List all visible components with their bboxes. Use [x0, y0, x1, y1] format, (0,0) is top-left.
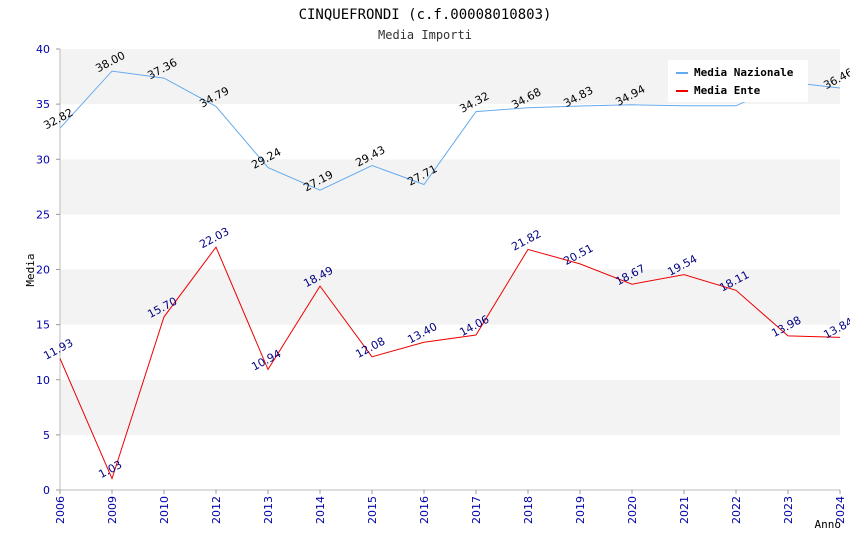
- legend-label-ente: Media Ente: [694, 84, 761, 97]
- y-tick-label: 30: [36, 153, 50, 166]
- x-tick-label: 2022: [730, 496, 743, 524]
- y-tick-label: 5: [43, 429, 50, 442]
- x-axis-ticks: 2006 2009 2010 2012 2013 2014 2015 2016 2017 2018…: [54, 490, 847, 524]
- y-axis-ticks: 0 5 10 15 20 25 30 35 40: [36, 43, 60, 497]
- y-tick-label: 20: [36, 264, 50, 277]
- x-tick-label: 2020: [626, 496, 639, 524]
- grid-band: [60, 269, 840, 325]
- y-tick-label: 35: [36, 98, 50, 111]
- y-tick-label: 15: [36, 319, 50, 332]
- series-lines: [59, 70, 841, 481]
- grid-band: [60, 379, 840, 435]
- x-tick-label: 2013: [262, 496, 275, 524]
- x-tick-label: 2014: [314, 496, 327, 524]
- grid-band: [60, 104, 840, 160]
- x-tick-label: 2019: [574, 496, 587, 524]
- grid-band: [60, 214, 840, 270]
- grid-band: [60, 159, 840, 215]
- series-line-nazionale: [59, 70, 841, 191]
- x-tick-label: 2023: [782, 496, 795, 524]
- grid-band: [60, 324, 840, 380]
- grid-band: [60, 434, 840, 490]
- chart-title: CINQUEFRONDI (c.f.00008010803): [299, 7, 552, 23]
- y-axis-title: Media: [24, 253, 37, 286]
- chart-subtitle: Media Importi: [378, 28, 472, 42]
- x-tick-label: 2009: [106, 496, 119, 524]
- x-tick-label: 2016: [418, 496, 431, 524]
- x-tick-label: 2018: [522, 496, 535, 524]
- y-tick-label: 10: [36, 374, 50, 387]
- x-tick-label: 2012: [210, 496, 223, 524]
- legend: Media Nazionale Media Ente: [668, 60, 808, 102]
- x-tick-label: 2017: [470, 496, 483, 524]
- x-tick-label: 2006: [54, 496, 67, 524]
- legend-label-nazionale: Media Nazionale: [694, 66, 794, 79]
- x-tick-label: 2010: [158, 496, 171, 524]
- x-axis-title: Anno: [815, 518, 842, 531]
- x-tick-label: 2015: [366, 496, 379, 524]
- y-tick-label: 40: [36, 43, 50, 56]
- y-tick-label: 25: [36, 208, 50, 221]
- y-tick-label: 0: [43, 484, 50, 497]
- x-tick-label: 2024: [834, 496, 847, 524]
- x-tick-label: 2021: [678, 496, 691, 524]
- series-line-ente: [59, 246, 841, 481]
- legend-box: [668, 60, 808, 102]
- grid-bands: [59, 49, 840, 491]
